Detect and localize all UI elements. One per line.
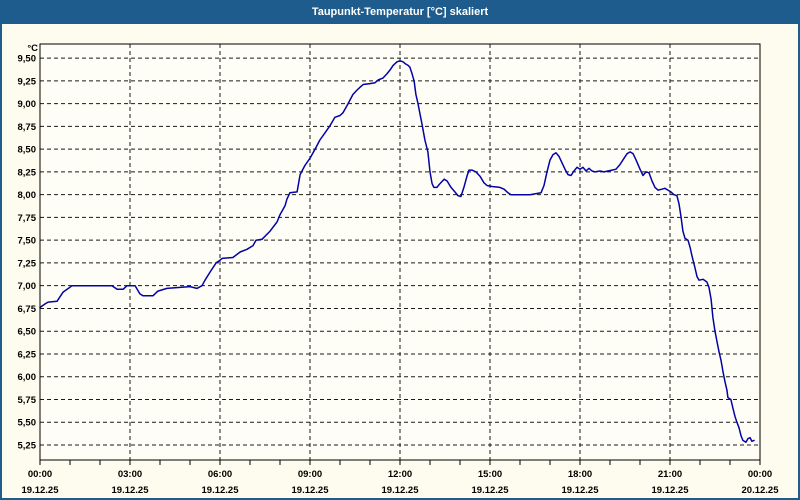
chart-canvas: 9,50 9,25 9,00 8,75 8,50 8,25 8,00 7,75 7,50 7,25…: [18, 43, 780, 496]
x-axis-date-label: 19.12.25: [472, 485, 510, 496]
x-axis-date-label: 19.12.25: [292, 485, 330, 496]
x-axis-time-label: 18:00: [568, 469, 592, 480]
plot-border: [39, 43, 761, 461]
x-axis-date-label: 19.12.25: [112, 485, 150, 496]
dewpoint-temperature-line: [39, 60, 755, 443]
x-axis-time-label: 09:00: [298, 469, 322, 480]
x-axis-time-label: 03:00: [118, 469, 142, 480]
y-axis-label: 6,25: [18, 349, 37, 360]
y-axis-label: 6,00: [18, 372, 37, 383]
y-axis-label: 9,50: [18, 54, 37, 65]
y-axis-label: 5,50: [18, 418, 37, 429]
x-axis-time-label: 21:00: [658, 469, 682, 480]
y-axis-unit-label: °C: [27, 43, 38, 54]
title-bar[interactable]: Taupunkt-Temperatur [°C] skaliert: [2, 2, 798, 24]
y-axis-label: 7,50: [18, 236, 37, 247]
y-axis-label: 7,00: [18, 281, 37, 292]
x-axis-time-label: 06:00: [208, 469, 232, 480]
y-axis-label: 5,75: [18, 395, 37, 406]
x-axis-time-label: 12:00: [388, 469, 412, 480]
x-axis-date-label: 19.12.25: [652, 485, 690, 496]
x-axis-time-label: 00:00: [28, 469, 52, 480]
x-axis-date-label: 20.12.25: [742, 485, 780, 496]
y-axis-label: 9,25: [18, 76, 37, 87]
y-axis-label: 6,50: [18, 327, 37, 338]
x-axis-date-label: 19.12.25: [382, 485, 420, 496]
chart-area: 9,50 9,25 9,00 8,75 8,50 8,25 8,00 7,75 7,50 7,25…: [2, 24, 798, 498]
x-axis-time-label: 15:00: [478, 469, 502, 480]
y-axis-label: 8,50: [18, 145, 37, 156]
x-axis-date-label: 19.12.25: [22, 485, 60, 496]
y-axis-label: 8,25: [18, 167, 37, 178]
y-axis-label: 8,75: [18, 122, 37, 133]
y-axis-label: 9,00: [18, 99, 37, 110]
y-axis-label: 6,75: [18, 304, 37, 315]
y-axis-label: 5,25: [18, 440, 37, 451]
x-axis-time-label: 00:00: [748, 469, 772, 480]
x-axis-date-label: 19.12.25: [562, 485, 600, 496]
x-axis-date-label: 19.12.25: [202, 485, 240, 496]
y-axis-label: 7,25: [18, 258, 37, 269]
chart-title: Taupunkt-Temperatur [°C] skaliert: [311, 6, 489, 18]
y-axis-label: 7,75: [18, 213, 37, 224]
y-axis-label: 8,00: [18, 190, 37, 201]
